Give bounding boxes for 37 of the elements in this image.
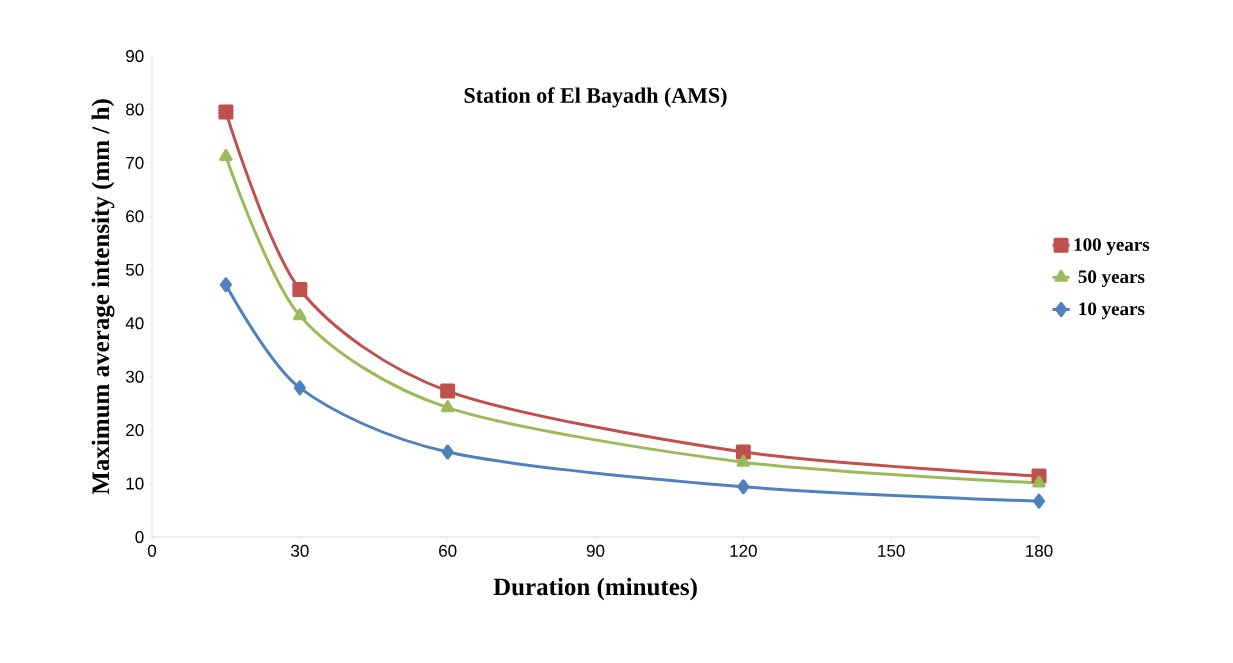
x-tick-label: 30 [291, 544, 309, 557]
point [440, 400, 455, 413]
y-axis-title: Maximum average intensity (mm / h) [91, 99, 115, 495]
legend-label: 50 years [1078, 270, 1145, 288]
y-tick-label: 60 [126, 210, 144, 223]
x-axis-title: Duration (minutes) [493, 577, 697, 601]
y-tick-label: 70 [126, 156, 144, 169]
point [736, 454, 751, 467]
y-tick-label: 10 [126, 477, 144, 490]
point [441, 444, 454, 460]
point [219, 277, 232, 293]
point [1033, 493, 1046, 509]
x-tick-label: 150 [878, 544, 905, 557]
legend-label: 10 years [1079, 302, 1145, 320]
y-tick-label: 20 [126, 424, 144, 437]
point [735, 444, 751, 460]
point [219, 148, 233, 161]
x-tick-label: 0 [147, 544, 157, 557]
text: Station of El Bayadh (AMS) [464, 87, 727, 108]
x-tick-label: 180 [1026, 544, 1053, 557]
point [293, 380, 306, 396]
y-tick-label: 0 [135, 530, 144, 544]
point [292, 282, 308, 298]
point [218, 104, 234, 120]
y-tick-label: 30 [125, 370, 144, 383]
legend-label: 100 years [1074, 238, 1150, 255]
point [293, 308, 307, 321]
y-tick-label: 90 [126, 49, 144, 63]
y-tick-label: 80 [126, 103, 144, 116]
x-tick-label: 120 [730, 544, 757, 557]
point [1032, 475, 1046, 488]
y-tick-label: 40 [125, 317, 144, 330]
y-tick-label: 50 [125, 263, 144, 276]
point [440, 383, 456, 399]
x-tick-label: 60 [439, 544, 457, 557]
x-tick-label: 90 [586, 544, 605, 557]
point [737, 479, 750, 495]
